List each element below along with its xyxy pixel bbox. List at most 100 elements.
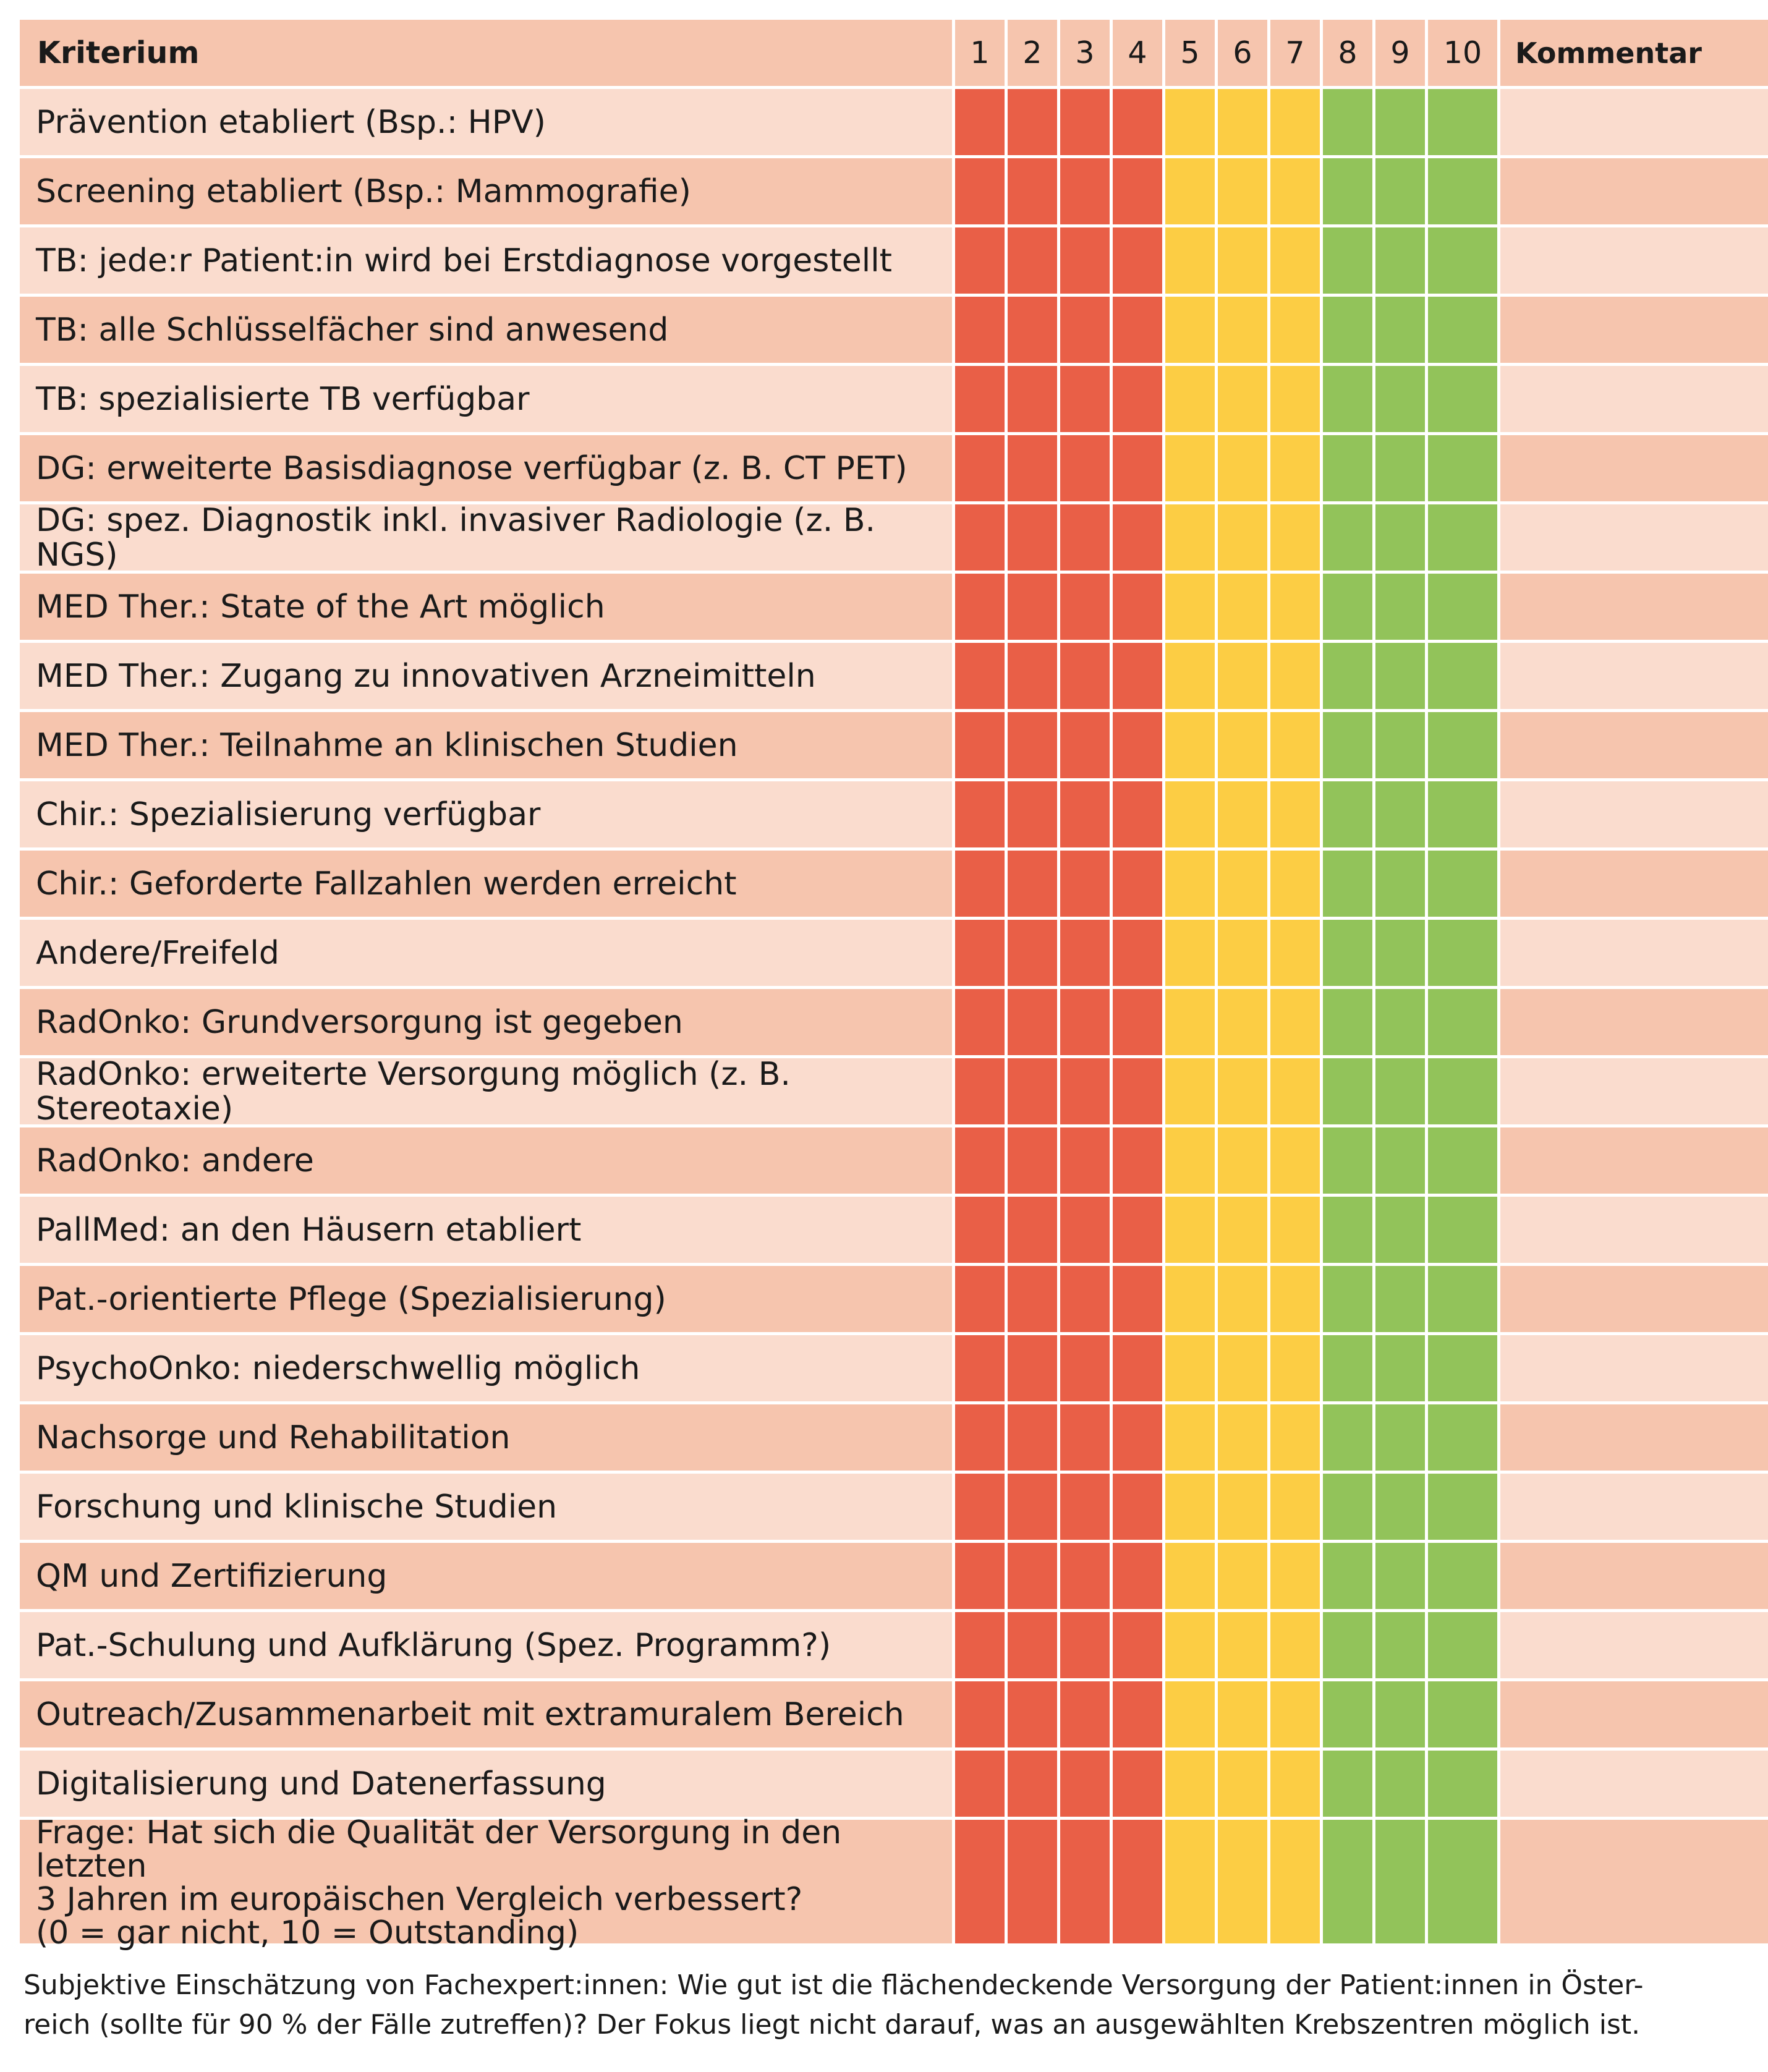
comment-cell[interactable] (1500, 574, 1768, 640)
score-cell-5[interactable] (1165, 989, 1215, 1055)
score-cell-1[interactable] (955, 1612, 1005, 1678)
score-cell-5[interactable] (1165, 435, 1215, 501)
comment-cell[interactable] (1500, 1127, 1768, 1194)
score-cell-1[interactable] (955, 1058, 1005, 1124)
comment-cell[interactable] (1500, 158, 1768, 224)
score-cell-6[interactable] (1218, 227, 1267, 294)
score-cell-4[interactable] (1113, 920, 1162, 986)
comment-cell[interactable] (1500, 1474, 1768, 1540)
comment-cell[interactable] (1500, 1681, 1768, 1747)
score-cell-9[interactable] (1375, 1612, 1425, 1678)
score-cell-6[interactable] (1218, 643, 1267, 709)
score-cell-3[interactable] (1060, 227, 1110, 294)
score-cell-6[interactable] (1218, 1681, 1267, 1747)
score-cell-5[interactable] (1165, 1127, 1215, 1194)
score-cell-9[interactable] (1375, 227, 1425, 294)
score-cell-7[interactable] (1270, 1127, 1320, 1194)
score-cell-6[interactable] (1218, 574, 1267, 640)
score-cell-7[interactable] (1270, 1404, 1320, 1471)
score-cell-5[interactable] (1165, 366, 1215, 432)
score-cell-10[interactable] (1428, 1197, 1497, 1263)
score-cell-6[interactable] (1218, 1751, 1267, 1817)
score-cell-2[interactable] (1008, 1820, 1057, 1943)
score-cell-4[interactable] (1113, 1474, 1162, 1540)
score-cell-4[interactable] (1113, 1335, 1162, 1401)
score-cell-7[interactable] (1270, 920, 1320, 986)
score-cell-4[interactable] (1113, 781, 1162, 847)
score-cell-8[interactable] (1323, 781, 1372, 847)
score-cell-3[interactable] (1060, 1335, 1110, 1401)
score-cell-9[interactable] (1375, 435, 1425, 501)
score-cell-1[interactable] (955, 227, 1005, 294)
score-cell-3[interactable] (1060, 504, 1110, 571)
score-cell-1[interactable] (955, 1820, 1005, 1943)
score-cell-1[interactable] (955, 1474, 1005, 1540)
score-cell-9[interactable] (1375, 1474, 1425, 1540)
score-cell-9[interactable] (1375, 1404, 1425, 1471)
score-cell-3[interactable] (1060, 435, 1110, 501)
score-cell-7[interactable] (1270, 297, 1320, 363)
comment-cell[interactable] (1500, 851, 1768, 917)
score-cell-5[interactable] (1165, 1058, 1215, 1124)
score-cell-2[interactable] (1008, 1266, 1057, 1332)
comment-cell[interactable] (1500, 989, 1768, 1055)
score-cell-8[interactable] (1323, 1266, 1372, 1332)
comment-cell[interactable] (1500, 227, 1768, 294)
comment-cell[interactable] (1500, 1543, 1768, 1609)
score-cell-3[interactable] (1060, 1266, 1110, 1332)
score-cell-8[interactable] (1323, 851, 1372, 917)
score-cell-8[interactable] (1323, 989, 1372, 1055)
score-cell-4[interactable] (1113, 1266, 1162, 1332)
comment-cell[interactable] (1500, 781, 1768, 847)
score-cell-10[interactable] (1428, 1335, 1497, 1401)
score-cell-8[interactable] (1323, 1612, 1372, 1678)
comment-cell[interactable] (1500, 435, 1768, 501)
score-cell-1[interactable] (955, 366, 1005, 432)
score-cell-2[interactable] (1008, 781, 1057, 847)
score-cell-1[interactable] (955, 574, 1005, 640)
comment-cell[interactable] (1500, 366, 1768, 432)
score-cell-10[interactable] (1428, 643, 1497, 709)
score-cell-5[interactable] (1165, 781, 1215, 847)
score-cell-6[interactable] (1218, 1266, 1267, 1332)
score-cell-6[interactable] (1218, 366, 1267, 432)
score-cell-3[interactable] (1060, 1058, 1110, 1124)
score-cell-5[interactable] (1165, 851, 1215, 917)
score-cell-8[interactable] (1323, 1197, 1372, 1263)
score-cell-4[interactable] (1113, 1127, 1162, 1194)
score-cell-8[interactable] (1323, 504, 1372, 571)
score-cell-8[interactable] (1323, 227, 1372, 294)
score-cell-8[interactable] (1323, 1681, 1372, 1747)
score-cell-5[interactable] (1165, 1404, 1215, 1471)
score-cell-3[interactable] (1060, 574, 1110, 640)
score-cell-2[interactable] (1008, 1404, 1057, 1471)
score-cell-4[interactable] (1113, 851, 1162, 917)
score-cell-6[interactable] (1218, 1127, 1267, 1194)
score-cell-10[interactable] (1428, 989, 1497, 1055)
score-cell-5[interactable] (1165, 504, 1215, 571)
score-cell-5[interactable] (1165, 1197, 1215, 1263)
score-cell-9[interactable] (1375, 1335, 1425, 1401)
score-cell-1[interactable] (955, 1335, 1005, 1401)
score-cell-7[interactable] (1270, 158, 1320, 224)
score-cell-6[interactable] (1218, 297, 1267, 363)
score-cell-10[interactable] (1428, 89, 1497, 155)
score-cell-2[interactable] (1008, 1058, 1057, 1124)
score-cell-7[interactable] (1270, 435, 1320, 501)
score-cell-9[interactable] (1375, 504, 1425, 571)
score-cell-3[interactable] (1060, 643, 1110, 709)
score-cell-7[interactable] (1270, 574, 1320, 640)
score-cell-9[interactable] (1375, 989, 1425, 1055)
score-cell-2[interactable] (1008, 435, 1057, 501)
score-cell-8[interactable] (1323, 712, 1372, 778)
comment-cell[interactable] (1500, 920, 1768, 986)
score-cell-5[interactable] (1165, 227, 1215, 294)
score-cell-8[interactable] (1323, 574, 1372, 640)
score-cell-2[interactable] (1008, 1127, 1057, 1194)
score-cell-1[interactable] (955, 920, 1005, 986)
score-cell-9[interactable] (1375, 643, 1425, 709)
score-cell-2[interactable] (1008, 1543, 1057, 1609)
score-cell-2[interactable] (1008, 1751, 1057, 1817)
score-cell-1[interactable] (955, 1681, 1005, 1747)
score-cell-6[interactable] (1218, 1612, 1267, 1678)
